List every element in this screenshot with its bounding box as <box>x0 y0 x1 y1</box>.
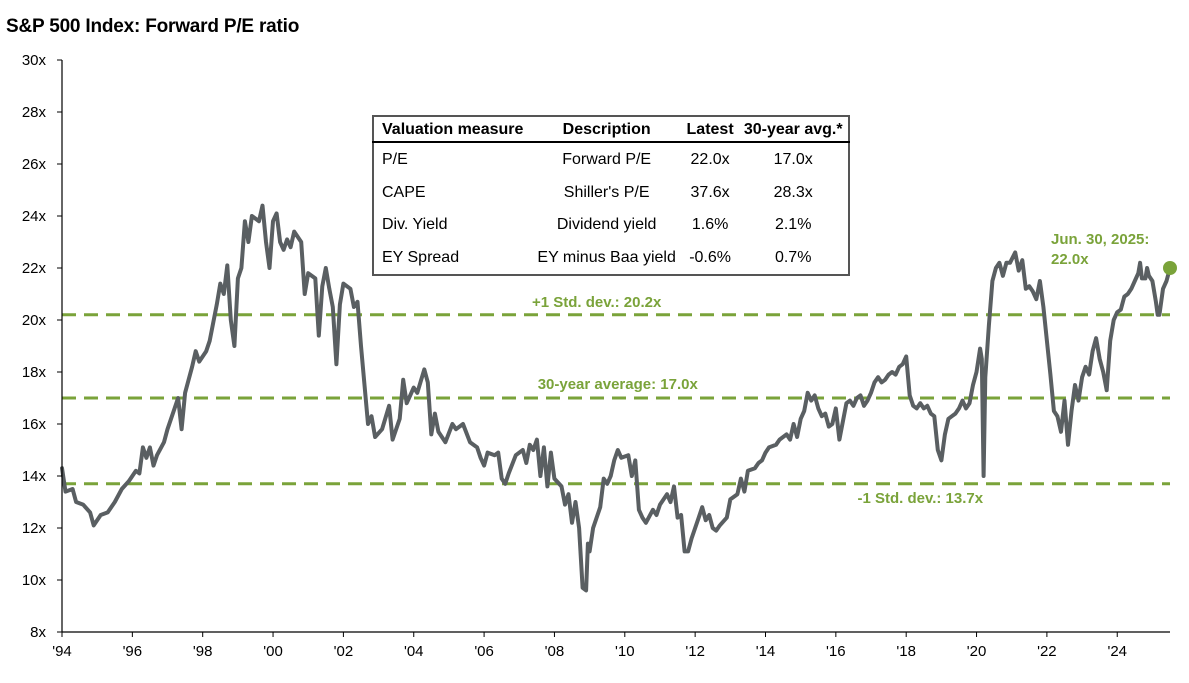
y-tick-label: 10x <box>22 572 47 589</box>
annotation-value: 22.0x <box>1051 251 1089 268</box>
y-tick-label: 14x <box>22 468 47 485</box>
table-cell: 2.1% <box>774 216 812 234</box>
table-row: CAPE Shiller's P/E 37.6x 28.3x <box>373 176 849 209</box>
valuation-table-header: Valuation measure Description Latest 30-… <box>373 116 849 143</box>
header-latest: Latest <box>681 116 739 143</box>
x-tick-label: '12 <box>685 643 705 660</box>
x-tick-label: '18 <box>896 643 916 660</box>
table-cell: 28.3x <box>773 183 813 201</box>
x-tick-label: '06 <box>474 643 494 660</box>
axes: 8x 10x 12x 14x 16x 18x 20x 22x 24x 26x 28x 30x '94 '9… <box>22 52 1170 660</box>
table-cell: CAPE <box>382 183 426 201</box>
x-tick-label: '98 <box>193 643 213 660</box>
table-cell: EY minus Baa yield <box>537 249 676 267</box>
latest-annotation: Jun. 30, 2025: 22.0x <box>1051 231 1177 275</box>
x-tick-label: '14 <box>756 643 776 660</box>
reference-line-label: -1 Std. dev.: 13.7x <box>857 490 983 507</box>
header-description: Description <box>531 116 682 143</box>
table-cell: -0.6% <box>689 249 731 267</box>
table-cell: 17.0x <box>773 150 813 168</box>
y-tick-label: 8x <box>30 624 46 641</box>
series-layer <box>60 203 1172 593</box>
table-cell: EY Spread <box>382 249 460 267</box>
table-row: EY Spread EY minus Baa yield -0.6% 0.7% <box>373 241 849 275</box>
table-cell: Forward P/E <box>562 150 652 168</box>
reference-line-label: 30-year average: 17.0x <box>538 376 699 393</box>
x-tick-label: '96 <box>123 643 143 660</box>
x-tick-label: '94 <box>52 643 72 660</box>
y-tick-label: 22x <box>22 260 47 277</box>
x-tick-label: '24 <box>1107 643 1127 660</box>
y-tick-label: 28x <box>22 104 47 121</box>
valuation-table: Valuation measure Description Latest 30-… <box>372 115 850 276</box>
chart-title: S&P 500 Index: Forward P/E ratio <box>6 16 300 37</box>
table-cell: Dividend yield <box>556 216 657 234</box>
table-cell: 37.6x <box>690 183 730 201</box>
reference-line-label: +1 Std. dev.: 20.2x <box>532 294 662 311</box>
series-line <box>60 203 1172 593</box>
latest-point-marker <box>1163 261 1177 275</box>
table-cell: 0.7% <box>774 249 812 267</box>
y-tick-label: 30x <box>22 52 47 69</box>
table-cell: Shiller's P/E <box>563 183 650 201</box>
y-tick-label: 12x <box>22 520 47 537</box>
table-cell: P/E <box>382 150 408 168</box>
x-tick-label: '20 <box>967 643 987 660</box>
y-tick-label: 26x <box>22 156 47 173</box>
x-tick-label: '16 <box>826 643 846 660</box>
y-tick-label: 20x <box>22 312 47 329</box>
table-row: Div. Yield Dividend yield 1.6% 2.1% <box>373 208 849 241</box>
table-row: P/E Forward P/E 22.0x 17.0x <box>373 142 849 176</box>
table-cell: Div. Yield <box>382 216 448 234</box>
y-tick-label: 24x <box>22 208 47 225</box>
x-tick-label: '00 <box>263 643 283 660</box>
table-cell: 1.6% <box>691 216 729 234</box>
header-30yr-avg: 30-year avg.* <box>738 116 849 143</box>
y-tick-label: 18x <box>22 364 47 381</box>
x-tick-label: '10 <box>615 643 635 660</box>
y-tick-label: 16x <box>22 416 47 433</box>
annotation-date: Jun. 30, 2025: <box>1051 231 1149 248</box>
x-tick-label: '08 <box>545 643 565 660</box>
table-cell: 22.0x <box>690 150 730 168</box>
reference-labels: +1 Std. dev.: 20.2x 30-year average: 17.0… <box>532 294 984 507</box>
x-tick-label: '22 <box>1037 643 1057 660</box>
x-tick-label: '04 <box>404 643 424 660</box>
reference-lines <box>62 313 1170 486</box>
header-valuation-measure: Valuation measure <box>373 116 532 143</box>
x-tick-label: '02 <box>334 643 354 660</box>
